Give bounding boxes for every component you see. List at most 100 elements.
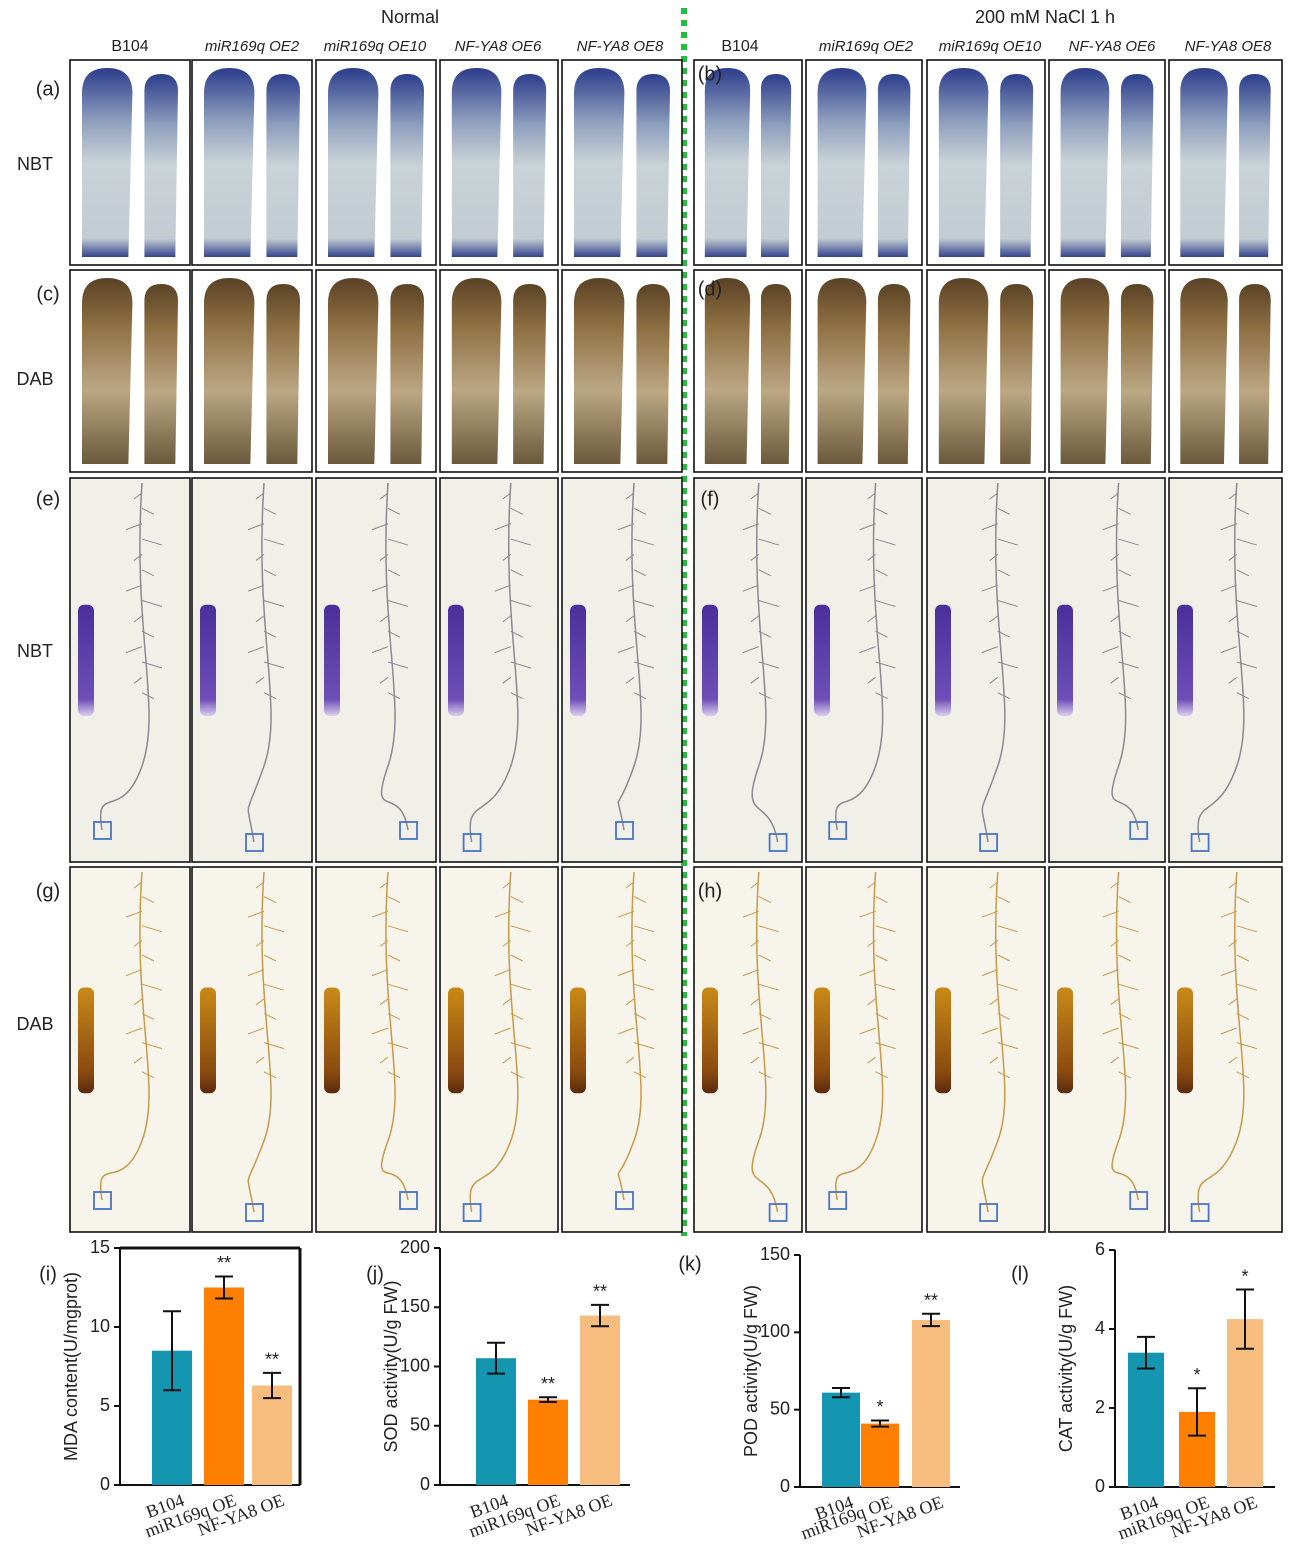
leaf (705, 278, 750, 464)
leaf (1061, 278, 1110, 464)
condition-title: Normal (381, 7, 439, 27)
figure: Normal 200 mM NaCl 1 h 051015MDA content… (0, 0, 1292, 1568)
significance: ** (593, 1282, 607, 1302)
panel-label: (d) (698, 278, 722, 300)
row-label: DAB (16, 369, 53, 389)
root-tip-inset (935, 605, 951, 716)
root-tip-inset (814, 605, 830, 716)
column-header: miR169q OE10 (939, 38, 1042, 55)
leaf (144, 74, 178, 257)
row-label: NBT (17, 154, 53, 174)
significance: ** (924, 1291, 938, 1311)
y-tick-label: 0 (1095, 1476, 1105, 1496)
root-tip-inset (1177, 605, 1193, 716)
column-header: B104 (721, 38, 758, 55)
panel-label: (a) (36, 78, 60, 100)
bar (912, 1320, 950, 1487)
root-tip-inset (200, 605, 216, 716)
y-tick-label: 5 (100, 1395, 110, 1415)
leaf (1121, 284, 1153, 464)
leaf (82, 68, 132, 257)
leaf (636, 74, 670, 257)
leaf (1180, 68, 1227, 257)
leaf (636, 284, 670, 464)
root-tip-inset (324, 605, 340, 716)
root-tip-inset (702, 605, 718, 716)
condition-title: 200 mM NaCl 1 h (975, 7, 1115, 27)
y-tick-label: 50 (410, 1415, 430, 1435)
leaf (878, 74, 910, 257)
bar (580, 1316, 620, 1485)
root-tip-inset (702, 987, 718, 1093)
row-label: DAB (16, 1014, 53, 1034)
panel-label: (f) (701, 488, 720, 510)
leaf (452, 278, 502, 464)
bar (1128, 1353, 1164, 1487)
leaf (574, 68, 624, 257)
leaf (266, 74, 300, 257)
root-tip-inset (814, 987, 830, 1093)
bar (204, 1288, 244, 1486)
bar (528, 1400, 568, 1485)
y-tick-label: 0 (420, 1474, 430, 1494)
root-tip-inset (570, 605, 586, 716)
photo-panels (70, 60, 1282, 1232)
leaf (1121, 74, 1153, 257)
column-header: miR169q OE2 (819, 38, 914, 55)
leaf (1000, 284, 1033, 464)
y-tick-label: 6 (1095, 1239, 1105, 1259)
significance: * (1193, 1365, 1200, 1385)
leaf (204, 278, 254, 464)
root-tip-inset (1177, 987, 1193, 1093)
panel-label: (g) (36, 880, 60, 902)
root-tip-inset (1057, 605, 1073, 716)
root-tip-inset (448, 605, 464, 716)
leaf (761, 74, 791, 257)
y-tick-label: 150 (760, 1244, 790, 1264)
significance: ** (541, 1374, 555, 1394)
leaf (266, 284, 300, 464)
panel-label: (j) (366, 1263, 384, 1285)
leaf (144, 284, 178, 464)
significance: ** (217, 1253, 231, 1273)
column-header: B104 (111, 38, 148, 55)
leaf (761, 284, 791, 464)
column-header: miR169q OE10 (324, 38, 427, 55)
root-tip-inset (448, 987, 464, 1093)
column-header: NF-YA8 OE8 (577, 38, 664, 55)
leaf (204, 68, 254, 257)
panel-label: (i) (39, 1263, 57, 1285)
significance: * (876, 1397, 883, 1417)
root-tip-inset (570, 987, 586, 1093)
bar (861, 1424, 899, 1487)
root-tip-inset (78, 605, 94, 716)
y-tick-label: 100 (400, 1355, 430, 1375)
y-tick-label: 0 (100, 1474, 110, 1494)
root-tip-inset (324, 987, 340, 1093)
panel-label: (k) (678, 1253, 701, 1275)
leaf (452, 68, 502, 257)
panel-label: (e) (36, 488, 60, 510)
row-label: NBT (17, 641, 53, 661)
leaf (818, 68, 867, 257)
leaf (1239, 284, 1271, 464)
significance: ** (265, 1350, 279, 1370)
leaf (1180, 278, 1227, 464)
y-tick-label: 100 (760, 1321, 790, 1341)
y-tick-label: 10 (90, 1316, 110, 1336)
y-tick-label: 200 (400, 1237, 430, 1257)
column-header: NF-YA8 OE8 (1185, 38, 1272, 55)
column-header: NF-YA8 OE6 (455, 38, 542, 55)
leaf (328, 68, 378, 257)
leaf (818, 278, 867, 464)
leaf (390, 74, 424, 257)
panel-label: (l) (1011, 1263, 1029, 1285)
root-tip-inset (78, 987, 94, 1093)
column-header: miR169q OE2 (205, 38, 300, 55)
leaf (705, 68, 750, 257)
y-tick-label: 4 (1095, 1318, 1105, 1338)
y-tick-label: 150 (400, 1296, 430, 1316)
y-tick-label: 0 (780, 1476, 790, 1496)
root-tip-inset (1057, 987, 1073, 1093)
panel-label: (b) (698, 63, 722, 85)
